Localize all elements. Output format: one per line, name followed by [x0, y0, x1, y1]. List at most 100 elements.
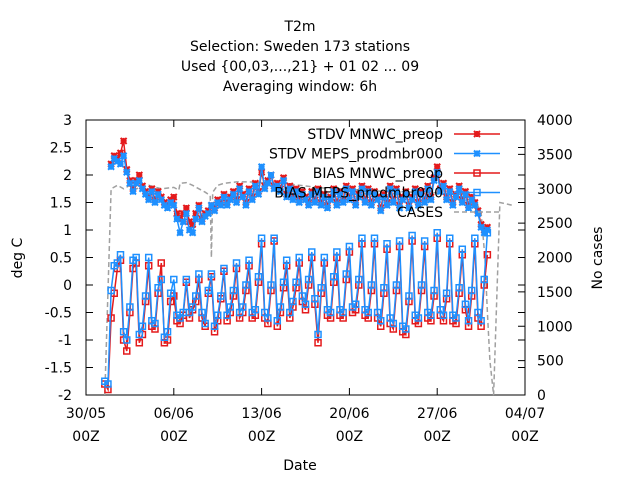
data-point [173, 209, 181, 218]
y2-tick-label: 2000 [537, 251, 573, 267]
data-point [254, 190, 263, 198]
data-point [267, 281, 275, 289]
data-point [192, 209, 200, 218]
data-point [389, 198, 398, 207]
data-point [182, 204, 191, 212]
data-point [395, 204, 404, 212]
series-layer [101, 137, 513, 396]
chart-title-line: Selection: Sweden 173 stations [190, 39, 410, 55]
data-point [107, 314, 115, 322]
data-point [351, 300, 360, 308]
data-point [445, 234, 454, 242]
y2-axis-label: No cases [590, 227, 606, 290]
data-point [355, 275, 363, 284]
y2-tick-label: 1500 [537, 285, 573, 301]
data-point [170, 275, 178, 284]
data-point [289, 196, 297, 204]
data-point [430, 176, 438, 185]
axes: -2 -1.5 -1 -0.5 0 0.5 1 1.5 2 2.5 3 0 500 1000 1500 200… [10, 113, 606, 474]
data-point [342, 185, 350, 193]
x-tick-hour: 00Z [248, 429, 275, 445]
legend-label: BIAS MEPS_prodmbr000 [274, 186, 443, 202]
data-point [123, 168, 131, 176]
chart-title-line: Used {00,03,...,21} + 01 02 ... 09 [181, 59, 419, 75]
data-point [326, 308, 335, 317]
data-point [245, 187, 253, 196]
data-point [395, 237, 404, 245]
data-point [286, 308, 294, 317]
data-point [282, 256, 291, 264]
data-point [380, 284, 388, 292]
data-point [345, 242, 354, 251]
data-point [232, 198, 241, 207]
data-point [424, 185, 432, 193]
data-point [188, 303, 197, 311]
x-tick-date: 30/05 [66, 406, 106, 422]
data-point [452, 314, 460, 322]
data-point [282, 193, 291, 201]
data-point [163, 204, 172, 212]
x-tick-hour: 00Z [423, 429, 450, 445]
legend: STDV MNWC_preop STDV MEPS_prodmbr000 BIAS … [269, 127, 500, 221]
data-point [217, 201, 225, 209]
data-point [402, 325, 410, 333]
data-point [320, 193, 329, 201]
data-point [414, 314, 423, 322]
data-point [311, 295, 319, 303]
data-point [298, 292, 307, 300]
data-point [138, 322, 147, 330]
data-point [276, 187, 285, 196]
data-point [480, 275, 488, 284]
x-tick-hour: 00Z [72, 429, 99, 445]
legend-label: CASES [397, 205, 443, 221]
data-point [377, 207, 385, 215]
data-point [358, 234, 366, 242]
data-point [195, 204, 203, 212]
y-tick-label: 1.5 [50, 196, 72, 212]
data-point [336, 190, 344, 198]
data-point [295, 198, 303, 207]
data-point [207, 270, 216, 278]
data-point [226, 196, 234, 204]
data-point [358, 185, 366, 193]
y2-tick-label: 2500 [537, 216, 573, 232]
data-point [308, 248, 316, 256]
data-point [323, 204, 332, 212]
data-point [383, 240, 391, 248]
data-point [439, 311, 448, 319]
data-point [119, 328, 128, 336]
data-point [386, 185, 394, 193]
legend-marker [473, 130, 481, 138]
y2-tick-label: 3000 [537, 182, 573, 198]
legend-entry: BIAS MEPS_prodmbr000 [274, 186, 500, 202]
data-point [320, 253, 329, 262]
y-tick-label: -1.5 [45, 361, 72, 377]
data-point [477, 317, 485, 325]
data-point [467, 286, 476, 295]
data-point [104, 380, 112, 388]
data-point [389, 319, 398, 328]
data-point [251, 306, 260, 314]
data-point [417, 190, 426, 198]
data-point [342, 270, 351, 278]
data-point [198, 218, 206, 226]
series-stdv-meps-prodmbr000 [107, 152, 492, 237]
data-point [157, 196, 165, 204]
data-point [417, 281, 426, 289]
data-point [455, 185, 463, 193]
legend-entry: STDV MNWC_preop [307, 127, 500, 143]
data-point [235, 185, 244, 193]
x-tick-date: 04/07 [505, 406, 545, 422]
legend-entry: BIAS MNWC_preop [313, 166, 500, 182]
data-point [276, 303, 285, 311]
data-point [367, 281, 376, 289]
data-point [355, 193, 363, 201]
data-point [223, 311, 231, 319]
data-point [292, 278, 300, 286]
y-tick-label: 1 [63, 223, 72, 239]
data-point [373, 308, 382, 317]
data-point [380, 193, 388, 201]
x-tick-date: 13/06 [241, 406, 281, 422]
data-point [248, 196, 256, 204]
